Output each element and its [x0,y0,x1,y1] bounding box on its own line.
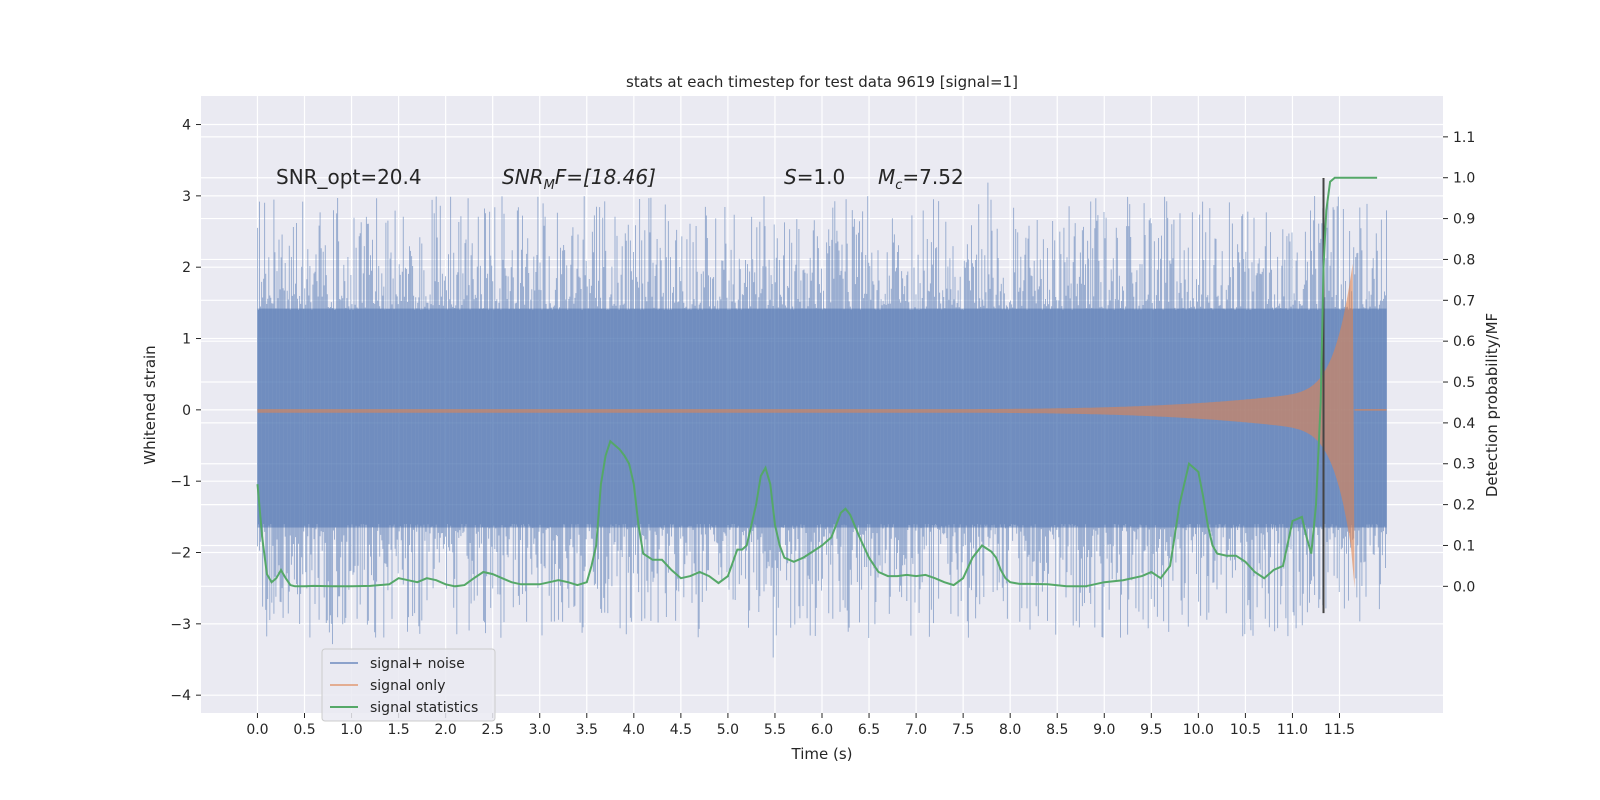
y-left-tick-label: 1 [182,332,191,348]
x-tick-label: 9.0 [1093,722,1115,738]
x-tick-label: 6.5 [858,722,880,738]
x-tick-label: 1.5 [387,722,409,738]
x-tick-label: 10.0 [1183,722,1214,738]
y-left-tick-label: −2 [170,546,191,562]
chart-title: stats at each timestep for test data 961… [626,73,1018,91]
y-right-tick-label: 0.8 [1453,252,1475,268]
y-right-tick-label: 0.3 [1453,457,1475,473]
x-tick-label: 0.5 [293,722,315,738]
axis-ticks: 0.0 0.5 1.0 1.5 2.0 2.5 3.0 3.5 4.0 4.5 5.0 5.5 6.0 6… [170,118,1475,738]
annotation-s: S=1.0 [784,165,845,189]
x-tick-label: 7.5 [952,722,974,738]
legend-box [321,648,496,722]
y-right-tick-label: 1.0 [1453,171,1475,187]
legend-label-signal-only: signal only [370,678,445,694]
x-tick-label: 8.0 [999,722,1021,738]
x-tick-label: 3.0 [529,722,551,738]
y-left-tick-label: −3 [170,617,191,633]
x-tick-label: 6.0 [811,722,833,738]
y-right-tick-label: 1.1 [1453,130,1475,146]
x-tick-label: 11.0 [1277,722,1308,738]
x-tick-label: 8.5 [1046,722,1068,738]
x-tick-label: 7.0 [905,722,927,738]
annotation-snr-mf: SNRMF=[18.46] [502,165,656,193]
x-axis-label: Time (s) [791,745,853,763]
signal-statistics-line [256,176,1378,588]
x-tick-label: 0.0 [246,722,268,738]
y-right-tick-label: 0.1 [1453,538,1475,554]
y-right-tick-label: 0.4 [1453,416,1475,432]
x-tick-label: 11.5 [1324,722,1355,738]
y-axis-left-label: Whitened strain [141,345,159,464]
y-right-tick-label: 0.9 [1453,212,1475,228]
x-tick-label: 10.5 [1230,722,1261,738]
x-tick-label: 4.5 [670,722,692,738]
x-tick-label: 5.0 [717,722,739,738]
y-right-tick-label: 0.2 [1453,498,1475,514]
statistics-line [256,176,1378,588]
x-tick-label: 3.5 [576,722,598,738]
y-right-tick-label: 0.6 [1453,334,1475,350]
x-tick-label: 4.0 [623,722,645,738]
annotation-mc: Mc=7.52 [878,165,964,193]
y-left-tick-label: 4 [182,118,191,134]
y-left-tick-label: 0 [182,403,191,419]
legend-label-signal-statistics: signal statistics [370,700,478,716]
y-right-tick-label: 0.5 [1453,375,1475,391]
legend: signal+ noise signal only signal statist… [321,648,496,722]
y-right-tick-label: 0.7 [1453,293,1475,309]
x-tick-label: 5.5 [764,722,786,738]
x-tick-label: 1.0 [340,722,362,738]
x-tick-label: 9.5 [1140,722,1162,738]
x-tick-label: 2.5 [482,722,504,738]
y-left-tick-label: −4 [170,688,191,704]
y-left-tick-label: 3 [182,189,191,205]
x-tick-label: 2.0 [435,722,457,738]
y-axis-right-label: Detection probability/MF [1483,313,1501,497]
signal-only-chirp [257,263,1387,589]
legend-label-signal-noise: signal+ noise [370,656,465,672]
y-right-tick-label: 0.0 [1453,579,1475,595]
y-left-tick-label: −1 [170,474,191,490]
annotation-snr-opt: SNR_opt=20.4 [276,165,422,189]
y-left-tick-label: 2 [182,260,191,276]
